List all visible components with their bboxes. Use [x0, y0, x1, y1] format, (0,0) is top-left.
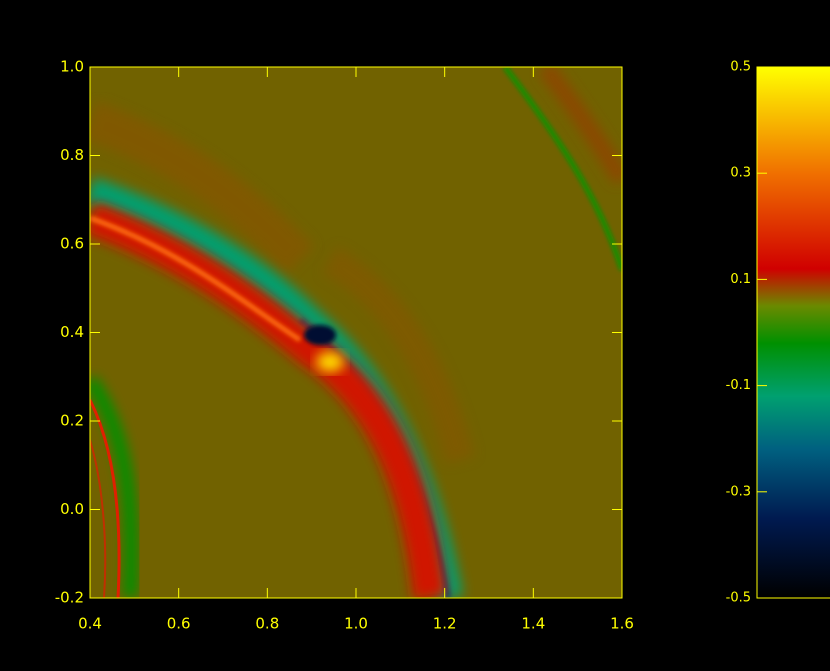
colorbar-tick-label: 0.1	[730, 272, 751, 287]
y-tick-label: 0.8	[60, 146, 84, 164]
y-tick-label: -0.2	[55, 589, 84, 607]
colorbar-tick-label: -0.3	[726, 484, 751, 499]
field	[90, 67, 622, 598]
colorbar-tick-label: 0.3	[730, 166, 751, 181]
x-tick-label: 1.4	[521, 615, 545, 633]
y-tick-label: 0.4	[60, 323, 84, 341]
colorbar-tick-label: -0.5	[726, 591, 751, 606]
colorbar	[757, 67, 830, 598]
y-tick-label: 0.0	[60, 500, 84, 518]
colorbar-frame	[756, 66, 830, 599]
x-tick-label: 1.0	[344, 615, 368, 633]
y-tick-label: 0.6	[60, 235, 84, 253]
x-tick-label: 1.6	[610, 615, 634, 633]
x-tick-label: 0.6	[167, 615, 191, 633]
colorbar-tick-label: -0.1	[726, 378, 751, 393]
y-tick-label: 1.0	[60, 58, 84, 76]
x-tick-label: 1.2	[433, 615, 457, 633]
x-tick-label: 0.8	[255, 615, 279, 633]
y-tick-label: 0.2	[60, 412, 84, 430]
colorbar-tick-label: 0.5	[730, 60, 751, 75]
x-tick-label: 0.4	[78, 615, 102, 633]
